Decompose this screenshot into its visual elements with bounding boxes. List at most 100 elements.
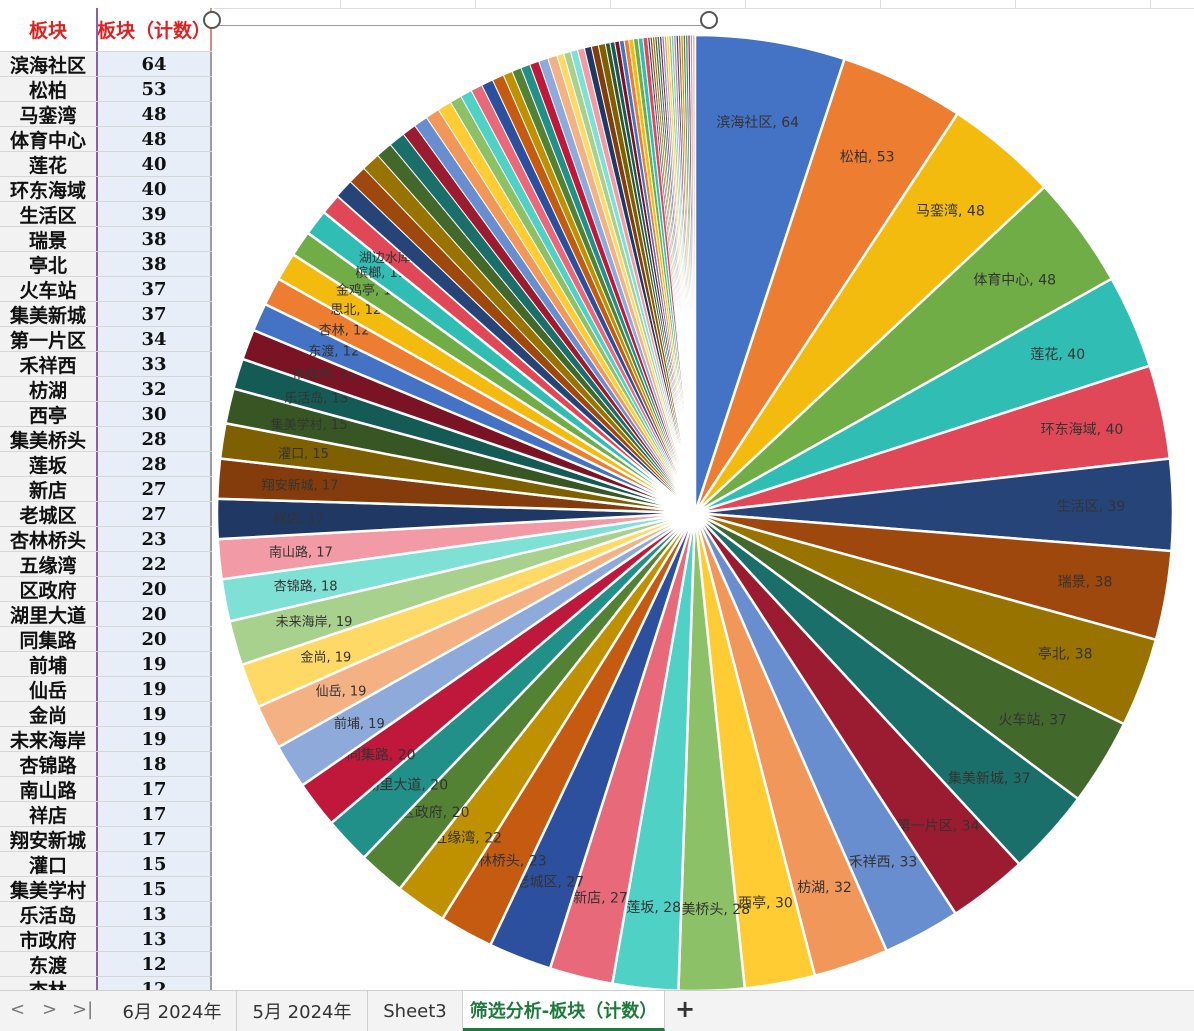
block-name-cell[interactable]: 体育中心 (0, 127, 98, 151)
spreadsheet-grid: 板块 板块（计数） 滨海社区 64 松柏 53 马銮湾 48 体育中心 48 莲花 40 环东海域 4… (0, 0, 1194, 990)
block-count-cell[interactable]: 20 (98, 577, 212, 601)
block-name-cell[interactable]: 同集路 (0, 627, 98, 651)
block-name-cell[interactable]: 枋湖 (0, 377, 98, 401)
block-name-cell[interactable]: 杏林 (0, 977, 98, 990)
tab-june-2024[interactable]: 6月 2024年 (108, 991, 237, 1031)
block-count-cell[interactable]: 27 (98, 502, 212, 526)
pie-slice[interactable] (693, 33, 847, 514)
block-name-cell[interactable]: 市政府 (0, 927, 98, 951)
pie-data-label: 南山路, 17 (269, 544, 333, 560)
block-count-cell[interactable]: 48 (98, 102, 212, 126)
block-count-cell[interactable]: 33 (98, 352, 212, 376)
block-name-cell[interactable]: 南山路 (0, 777, 98, 801)
block-name-cell[interactable]: 乐活岛 (0, 902, 98, 926)
header-cell-count[interactable]: 板块（计数） (98, 8, 212, 51)
block-name-cell[interactable]: 祥店 (0, 802, 98, 826)
block-count-cell[interactable]: 38 (98, 227, 212, 251)
block-count-cell[interactable]: 28 (98, 427, 212, 451)
block-name-cell[interactable]: 前埔 (0, 652, 98, 676)
block-name-cell[interactable]: 马銮湾 (0, 102, 98, 126)
block-count-cell[interactable]: 30 (98, 402, 212, 426)
block-count-cell[interactable]: 17 (98, 802, 212, 826)
tab-nav-last[interactable]: >| (72, 999, 94, 1020)
block-count-cell[interactable]: 17 (98, 777, 212, 801)
block-name-cell[interactable]: 亭北 (0, 252, 98, 276)
block-name-cell[interactable]: 松柏 (0, 77, 98, 101)
tab-may-2024[interactable]: 5月 2024年 (237, 991, 368, 1031)
block-name-cell[interactable]: 湖里大道 (0, 602, 98, 626)
block-count-cell[interactable]: 38 (98, 252, 212, 276)
pie-data-label: 环东海域, 40 (1041, 422, 1124, 438)
block-count-cell[interactable]: 37 (98, 302, 212, 326)
block-count-cell[interactable]: 34 (98, 327, 212, 351)
block-name-cell[interactable]: 生活区 (0, 202, 98, 226)
block-name-cell[interactable]: 瑞景 (0, 227, 98, 251)
block-count-cell[interactable]: 19 (98, 727, 212, 751)
add-sheet-button[interactable]: + (675, 995, 696, 1023)
block-count-cell[interactable]: 48 (98, 127, 212, 151)
block-name-cell[interactable]: 翔安新城 (0, 827, 98, 851)
block-name-cell[interactable]: 未来海岸 (0, 727, 98, 751)
block-name-cell[interactable]: 滨海社区 (0, 52, 98, 76)
column-divider (880, 0, 881, 8)
block-count-cell[interactable]: 27 (98, 477, 212, 501)
block-name-cell[interactable]: 老城区 (0, 502, 98, 526)
block-count-cell[interactable]: 40 (98, 152, 212, 176)
block-count-cell[interactable]: 17 (98, 827, 212, 851)
pie-slice[interactable] (692, 34, 696, 514)
block-name-cell[interactable]: 环东海域 (0, 177, 98, 201)
block-name-cell[interactable]: 火车站 (0, 277, 98, 301)
pie-slice[interactable] (677, 512, 747, 990)
block-count-cell[interactable]: 40 (98, 177, 212, 201)
block-count-cell[interactable]: 28 (98, 452, 212, 476)
block-count-cell[interactable]: 19 (98, 702, 212, 726)
table-row: 同集路 20 (0, 627, 212, 652)
block-name-cell[interactable]: 第一片区 (0, 327, 98, 351)
block-count-cell[interactable]: 18 (98, 752, 212, 776)
block-count-cell[interactable]: 37 (98, 277, 212, 301)
block-count-cell[interactable]: 15 (98, 852, 212, 876)
block-count-cell[interactable]: 22 (98, 552, 212, 576)
column-divider (1015, 0, 1016, 8)
block-name-cell[interactable]: 杏锦路 (0, 752, 98, 776)
resize-handle-left[interactable] (203, 11, 221, 29)
tab-sheet3[interactable]: Sheet3 (368, 991, 463, 1031)
block-count-cell[interactable]: 20 (98, 602, 212, 626)
block-count-cell[interactable]: 13 (98, 927, 212, 951)
resize-handle-top[interactable] (700, 11, 718, 29)
block-name-cell[interactable]: 集美学村 (0, 877, 98, 901)
pie-chart[interactable]: 滨海社区, 64 松柏, 53 马銮湾, 48 体育中心, 48 莲花, 40 环东海域,… (203, 8, 1194, 990)
block-name-cell[interactable]: 西亭 (0, 402, 98, 426)
table-row: 新店 27 (0, 477, 212, 502)
pie-chart-svg[interactable]: 滨海社区, 64 松柏, 53 马銮湾, 48 体育中心, 48 莲花, 40 环东海域,… (214, 8, 1194, 990)
block-name-cell[interactable]: 五缘湾 (0, 552, 98, 576)
block-name-cell[interactable]: 新店 (0, 477, 98, 501)
block-count-cell[interactable]: 19 (98, 652, 212, 676)
block-count-cell[interactable]: 23 (98, 527, 212, 551)
block-count-cell[interactable]: 19 (98, 677, 212, 701)
block-name-cell[interactable]: 东渡 (0, 952, 98, 976)
block-count-cell[interactable]: 15 (98, 877, 212, 901)
block-name-cell[interactable]: 莲花 (0, 152, 98, 176)
block-name-cell[interactable]: 莲坂 (0, 452, 98, 476)
tab-nav-prev[interactable]: < (10, 999, 26, 1020)
block-name-cell[interactable]: 集美新城 (0, 302, 98, 326)
block-count-cell[interactable]: 12 (98, 977, 212, 990)
block-count-cell[interactable]: 64 (98, 52, 212, 76)
block-count-cell[interactable]: 13 (98, 902, 212, 926)
block-name-cell[interactable]: 集美桥头 (0, 427, 98, 451)
block-count-cell[interactable]: 20 (98, 627, 212, 651)
block-count-cell[interactable]: 12 (98, 952, 212, 976)
block-count-cell[interactable]: 32 (98, 377, 212, 401)
block-name-cell[interactable]: 金尚 (0, 702, 98, 726)
header-cell-block[interactable]: 板块 (0, 8, 98, 51)
tab-nav-next[interactable]: > (42, 999, 58, 1020)
tab-filter-analysis[interactable]: 筛选分析-板块（计数） (463, 991, 665, 1031)
block-count-cell[interactable]: 53 (98, 77, 212, 101)
block-name-cell[interactable]: 杏林桥头 (0, 527, 98, 551)
block-name-cell[interactable]: 禾祥西 (0, 352, 98, 376)
block-name-cell[interactable]: 区政府 (0, 577, 98, 601)
block-name-cell[interactable]: 仙岳 (0, 677, 98, 701)
block-name-cell[interactable]: 灌口 (0, 852, 98, 876)
block-count-cell[interactable]: 39 (98, 202, 212, 226)
